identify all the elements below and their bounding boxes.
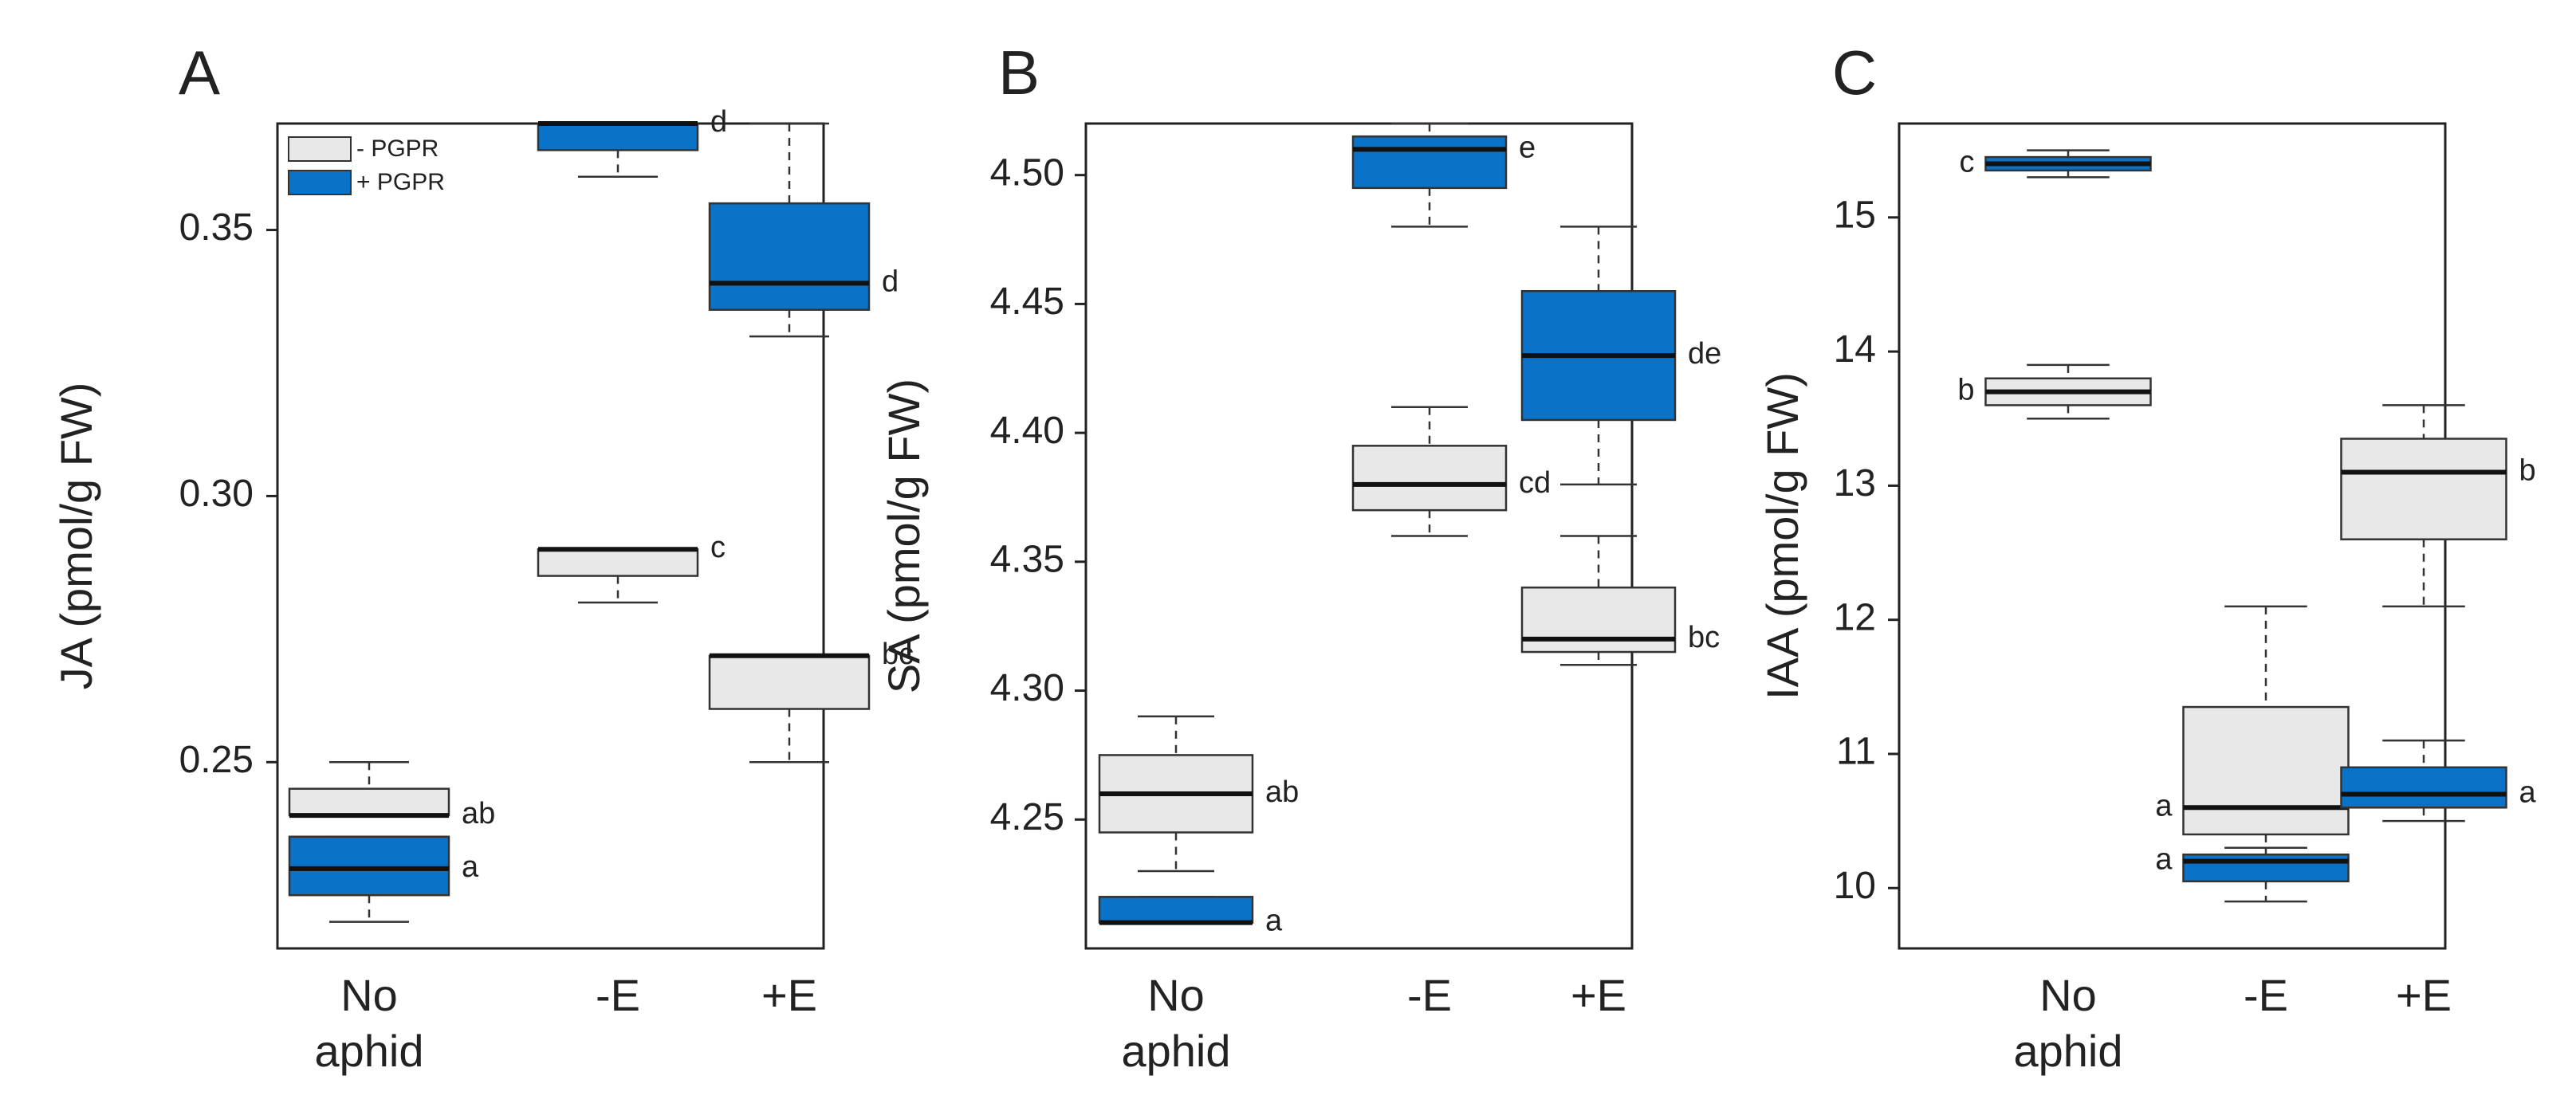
box-body bbox=[2340, 766, 2507, 809]
box-body bbox=[288, 787, 450, 817]
legend-swatch bbox=[288, 170, 352, 195]
y-tick-label: 0.25 bbox=[179, 739, 254, 781]
panel-letter: C bbox=[1832, 37, 1877, 108]
box-plus-pgpr: e bbox=[1351, 122, 1536, 228]
y-tick-label: 4.40 bbox=[990, 410, 1064, 452]
significance-letter: d bbox=[710, 105, 727, 139]
y-tick-label: 4.25 bbox=[990, 796, 1064, 838]
x-tick-label: -E bbox=[596, 970, 640, 1020]
box-plus-pgpr: a bbox=[1098, 896, 1283, 938]
x-tick-label: +E bbox=[761, 970, 817, 1020]
box-body bbox=[1098, 896, 1254, 924]
box-body bbox=[708, 202, 871, 311]
box-body bbox=[2182, 853, 2350, 883]
box-minus-pgpr: ab bbox=[288, 761, 495, 830]
legend-swatch bbox=[288, 136, 352, 162]
box-minus-pgpr: c bbox=[537, 531, 726, 604]
y-tick-label: 4.30 bbox=[990, 667, 1064, 709]
box-body bbox=[708, 654, 871, 710]
box-minus-pgpr: bc bbox=[1520, 535, 1720, 666]
y-tick-label: 13 bbox=[1834, 462, 1876, 504]
box-plus-pgpr: a bbox=[2340, 739, 2537, 822]
box-minus-pgpr: cd bbox=[1351, 406, 1551, 537]
significance-letter: a bbox=[1265, 905, 1283, 938]
significance-letter: de bbox=[1688, 337, 1721, 371]
significance-letter: a bbox=[2155, 843, 2173, 877]
box-body bbox=[1520, 586, 1677, 654]
significance-letter: e bbox=[1519, 131, 1536, 164]
y-axis-label: SA (pmol/g FW) bbox=[879, 379, 929, 693]
significance-letter: a bbox=[2155, 789, 2173, 822]
y-tick-label: 10 bbox=[1834, 865, 1876, 907]
y-tick-label: 4.50 bbox=[990, 151, 1064, 194]
x-tick-label: No aphid bbox=[314, 970, 423, 1076]
x-tick-label: +E bbox=[1571, 970, 1626, 1020]
box-plus-pgpr: c bbox=[1960, 146, 2152, 179]
panel-B: B SA (pmol/g FW) 4.25 4.30 4.35 4.40 4.45 4.50 N… bbox=[879, 37, 1721, 1076]
box-minus-pgpr: ab bbox=[1098, 715, 1299, 873]
significance-letter: c bbox=[710, 531, 726, 564]
box-body bbox=[288, 835, 450, 897]
y-tick-label: 12 bbox=[1834, 596, 1876, 638]
panel-letter: A bbox=[179, 37, 220, 108]
legend-label: - PGPR bbox=[356, 135, 439, 162]
box-body bbox=[2182, 705, 2350, 836]
significance-letter: ab bbox=[462, 797, 495, 830]
y-tick-label: 4.35 bbox=[990, 539, 1064, 581]
significance-letter: d bbox=[882, 265, 899, 298]
box-minus-pgpr: b bbox=[2340, 404, 2536, 608]
significance-letter: bc bbox=[1688, 621, 1720, 654]
box-body bbox=[1351, 135, 1508, 190]
significance-letter: cd bbox=[1519, 466, 1551, 500]
x-tick-label: +E bbox=[2396, 970, 2452, 1020]
box-body bbox=[2340, 438, 2507, 540]
significance-letter: c bbox=[1960, 146, 1975, 179]
box-minus-pgpr: bc bbox=[708, 638, 914, 764]
y-axis-label: JA (pmol/g FW) bbox=[51, 383, 101, 690]
significance-letter: a bbox=[2519, 775, 2537, 809]
box-body bbox=[537, 122, 699, 151]
box-plus-pgpr: d bbox=[537, 105, 727, 179]
y-tick-label: 4.45 bbox=[990, 281, 1064, 323]
box-plus-pgpr: a bbox=[2155, 843, 2350, 903]
y-tick-label: 14 bbox=[1834, 328, 1876, 371]
y-tick-label: 0.35 bbox=[179, 206, 254, 249]
significance-letter: bc bbox=[882, 638, 914, 671]
y-tick-label: 11 bbox=[1836, 731, 1876, 773]
box-minus-pgpr: a bbox=[2155, 605, 2350, 850]
significance-letter: ab bbox=[1265, 775, 1299, 809]
x-tick-label: -E bbox=[1407, 970, 1452, 1020]
box-plus-pgpr: a bbox=[288, 835, 479, 923]
significance-letter: b bbox=[1957, 374, 1974, 407]
panel-C: C IAA (pmol/g FW) 10 11 12 13 14 15 No aphid -E +E c… bbox=[1757, 37, 2537, 1076]
box-body bbox=[537, 548, 699, 577]
x-tick-label: No aphid bbox=[2013, 970, 2122, 1076]
box-plus-pgpr: d bbox=[708, 122, 899, 338]
box-plus-pgpr: de bbox=[1520, 226, 1721, 486]
box-minus-pgpr: b bbox=[1957, 363, 2152, 420]
x-tick-label: No aphid bbox=[1121, 970, 1230, 1076]
legend-label: + PGPR bbox=[356, 169, 445, 195]
y-tick-label: 15 bbox=[1834, 194, 1876, 236]
legend: - PGPR + PGPR bbox=[288, 135, 445, 195]
box-body bbox=[1351, 445, 1508, 512]
significance-letter: a bbox=[462, 850, 479, 884]
panel-letter: B bbox=[998, 37, 1040, 108]
x-tick-label: -E bbox=[2244, 970, 2288, 1020]
significance-letter: b bbox=[2519, 454, 2536, 488]
y-axis-label: IAA (pmol/g FW) bbox=[1757, 372, 1807, 700]
y-tick-label: 0.30 bbox=[179, 473, 254, 515]
